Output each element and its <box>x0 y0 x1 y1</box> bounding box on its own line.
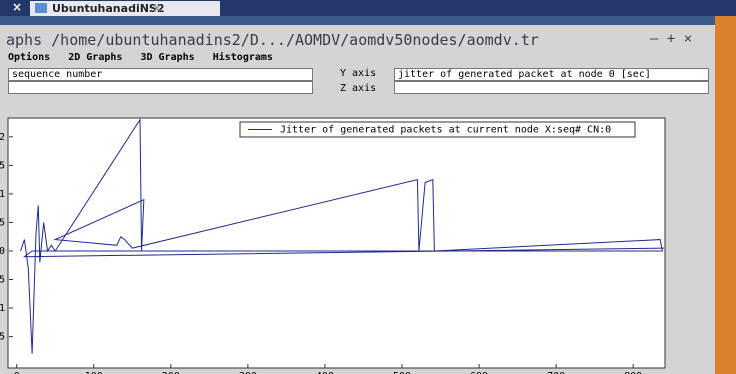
chart: 010020030040050060070080025150515sequenc… <box>0 110 715 374</box>
tab-close[interactable]: × <box>152 1 162 15</box>
window-controls[interactable]: – + × <box>650 31 692 47</box>
legend-label: Jitter of generated packets at current n… <box>280 125 611 136</box>
y-tick-label: 5 <box>0 217 5 228</box>
tab-title: UbuntuhanadiNS2 <box>52 2 165 15</box>
page: × UbuntuhanadiNS2 × aphs /home/ubuntuhan… <box>0 0 736 374</box>
y-tick-label: 0 <box>0 246 5 257</box>
tab-close-all[interactable]: × <box>12 0 22 14</box>
y-field[interactable]: jitter of generated packet at node 0 [se… <box>394 68 709 81</box>
tab-bar: × UbuntuhanadiNS2 × <box>0 0 736 16</box>
z-field[interactable] <box>394 81 709 94</box>
y-tick-label: 1 <box>0 303 5 314</box>
y-tick-label: 2 <box>0 132 5 143</box>
desktop-edge <box>0 16 736 25</box>
blank-field[interactable] <box>8 81 313 94</box>
tab-icon <box>35 3 47 13</box>
x-field[interactable]: sequence number <box>8 68 313 81</box>
menu-item[interactable]: 3D Graphs <box>140 52 194 63</box>
window-border <box>715 16 736 374</box>
y-field-label: Y axis <box>340 68 376 79</box>
y-tick-label: 5 <box>0 160 5 171</box>
window-title: aphs /home/ubuntuhanadins2/D.../AOMDV/ao… <box>6 31 539 49</box>
menu-item[interactable]: Histograms <box>213 52 273 63</box>
y-tick-label: 5 <box>0 332 5 343</box>
y-tick-label: 5 <box>0 275 5 286</box>
menu-bar: Options 2D Graphs 3D Graphs Histograms <box>8 52 273 63</box>
menu-item[interactable]: 2D Graphs <box>68 52 122 63</box>
menu-item[interactable]: Options <box>8 52 50 63</box>
tab[interactable]: UbuntuhanadiNS2 × <box>30 1 220 16</box>
plot-area <box>8 118 665 368</box>
y-tick-label: 1 <box>0 189 5 200</box>
z-field-label: Z axis <box>340 83 376 94</box>
